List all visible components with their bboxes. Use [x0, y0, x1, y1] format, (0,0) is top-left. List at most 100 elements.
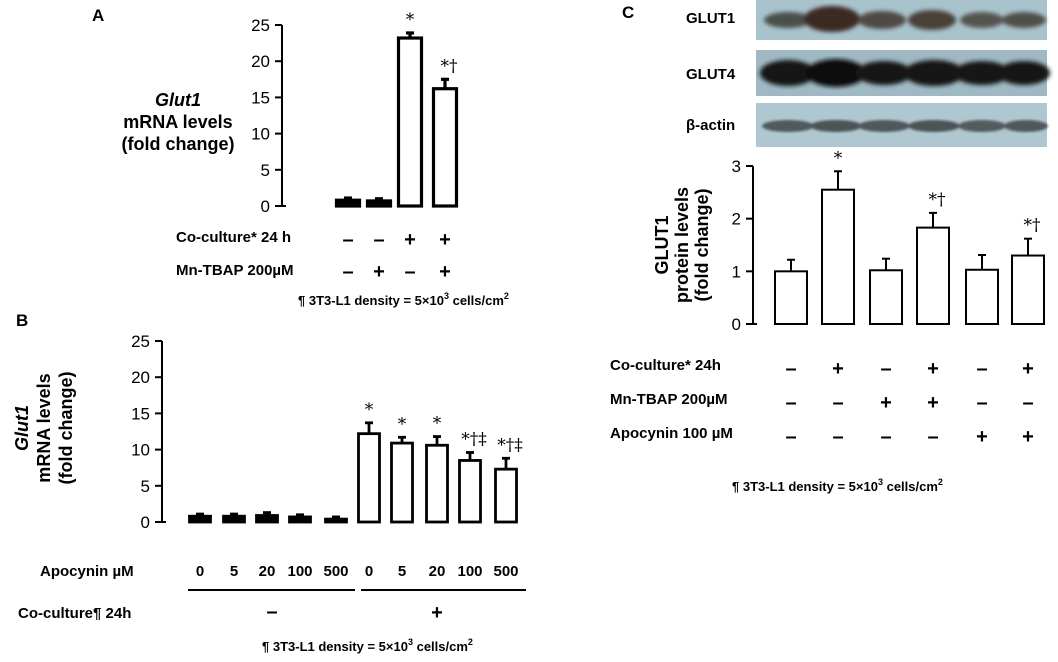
panel-b-group-sign-2: + — [431, 602, 443, 624]
panel-c-condition-sign: + — [927, 392, 939, 414]
panel-a-y-axis: 0 5 10 15 20 25 — [251, 16, 286, 216]
panel-b-y-tick-label: 10 — [131, 441, 150, 460]
panel-a-y-tick-label: 15 — [251, 88, 270, 107]
panel-b-significance-label: *†‡ — [461, 429, 487, 449]
panel-c-bar — [1011, 254, 1045, 326]
panel-b-category-label: 5 — [230, 563, 238, 580]
panel-b-y-tick-label: 25 — [131, 332, 150, 351]
panel-c-y-axis: 0 1 2 3 — [732, 157, 757, 334]
panel-c-bar — [821, 188, 855, 325]
panel-c-condition-sign: – — [976, 358, 987, 380]
panel-b-category-label: 0 — [365, 563, 373, 580]
panel-b-y-tick-label: 0 — [141, 513, 150, 532]
panel-b-bar — [222, 514, 246, 524]
panel-c-condition-sign: + — [832, 358, 844, 380]
panel-a-ylabel: Glut1 mRNA levels (fold change) — [122, 90, 235, 154]
panel-b-bar — [188, 514, 212, 524]
panel-b-category-label: 100 — [287, 563, 312, 580]
panel-a-bar — [334, 198, 362, 208]
panel-b-bar — [324, 517, 348, 524]
panel-b-category-label: 20 — [429, 563, 446, 580]
panel-b-category-label: 20 — [259, 563, 276, 580]
panel-c-y-tick-label: 0 — [732, 315, 741, 334]
panel-b-label: B — [16, 311, 28, 330]
panel-c-ylabel: GLUT1 protein levels (fold change) — [652, 187, 712, 303]
panel-a-condition-sign: + — [404, 229, 416, 251]
panel-c-significance-label: *† — [929, 190, 947, 210]
panel-c-condition-label-2: Mn-TBAP 200µM — [610, 391, 728, 408]
panel-b-category-label: 500 — [493, 563, 518, 580]
panel-b-significance-label: * — [398, 414, 407, 434]
panel-a-ylabel-line-3: (fold change) — [122, 134, 235, 154]
panel-a-y-tick-label: 5 — [261, 161, 270, 180]
panel-c-ylabel-line-1: GLUT1 — [652, 215, 672, 274]
panel-a-bar — [431, 87, 459, 208]
panel-b-coculture-label: Co-culture¶ 24h — [18, 605, 131, 622]
panel-b-significance-label: *†‡ — [497, 435, 523, 455]
panel-c-conditions: Co-culture* 24h Mn-TBAP 200µM Apocynin 1… — [610, 357, 1034, 448]
panel-c-condition-sign: + — [880, 392, 892, 414]
blot-glut1 — [756, 0, 1047, 40]
blot-glut4 — [756, 50, 1050, 96]
panel-c-condition-sign: + — [927, 358, 939, 380]
panel-c-condition-label-3: Apocynin 100 µM — [610, 425, 733, 442]
western-blots: GLUT1 GLUT4 β-actin — [686, 0, 1050, 147]
panel-b-significance-label: * — [365, 400, 374, 420]
panel-a-y-tick-label: 25 — [251, 16, 270, 35]
panel-b-bar — [494, 467, 518, 524]
panel-a-condition-label-2: Mn-TBAP 200µM — [176, 262, 294, 279]
panel-b-density-note: ¶ 3T3-L1 density = 5×103 cells/cm2 — [262, 637, 473, 654]
panel-a-ylabel-line-2: mRNA levels — [123, 112, 232, 132]
panel-b-y-tick-label: 20 — [131, 368, 150, 387]
panel-a-condition-sign: + — [439, 229, 451, 251]
panel-c-bar — [869, 269, 903, 325]
panel-c-condition-sign: + — [976, 426, 988, 448]
panel-a-ylabel-line-1: Glut1 — [155, 90, 201, 110]
panel-a-condition-sign: + — [439, 261, 451, 283]
panel-a-condition-sign: – — [404, 261, 415, 283]
panel-c-density-note: ¶ 3T3-L1 density = 5×103 cells/cm2 — [732, 477, 943, 494]
panel-a-y-tick-label: 20 — [251, 52, 270, 71]
panel-c-condition-sign: + — [1022, 426, 1034, 448]
panel-b-bar — [357, 432, 381, 524]
panel-a-bar — [396, 36, 424, 208]
panel-c-condition-sign: – — [785, 426, 796, 448]
blot-beta-actin — [756, 103, 1048, 147]
panel-a-y-tick-label: 10 — [251, 125, 270, 144]
panel-a-density-note: ¶ 3T3-L1 density = 5×103 cells/cm2 — [298, 291, 509, 308]
panel-c-y-tick-label: 1 — [732, 262, 741, 281]
panel-b-ylabel-line-3: (fold change) — [56, 372, 76, 485]
panel-b-category-labels: 0 5 20 100 500 0 5 20 100 500 — [196, 563, 519, 580]
panel-b-bar — [458, 459, 482, 524]
panel-a-bar — [365, 199, 393, 208]
panel-b-bars: * * * *†‡ *†‡ — [188, 400, 523, 524]
panel-a-bars: * *† — [334, 10, 459, 208]
panel-c-bar — [774, 270, 808, 326]
panel-a-conditions: Co-culture* 24 h Mn-TBAP 200µM – – + +– + – + — [176, 229, 451, 283]
panel-b-bar — [288, 515, 312, 524]
panel-c-bars: * *† *† — [774, 148, 1045, 326]
panel-c-condition-sign: – — [1022, 392, 1033, 414]
panel-b-category-label: 500 — [323, 563, 348, 580]
panel-c-ylabel-line-2: protein levels — [672, 187, 692, 303]
panel-a-condition-label-1: Co-culture* 24 h — [176, 229, 291, 246]
panel-b-significance-label: * — [433, 414, 442, 434]
panel-c-condition-sign: – — [880, 426, 891, 448]
panel-a-condition-sign: – — [373, 229, 384, 251]
panel-a-significance-label: * — [406, 10, 415, 30]
panel-b-category-label: 5 — [398, 563, 406, 580]
panel-a-y-tick-label: 0 — [261, 197, 270, 216]
panel-b-ylabel-line-2: mRNA levels — [34, 373, 54, 482]
panel-c-y-tick-label: 3 — [732, 157, 741, 176]
blot-label-glut1: GLUT1 — [686, 10, 735, 27]
panel-b-category-label: 100 — [457, 563, 482, 580]
panel-b-bar — [390, 441, 414, 524]
panel-c-condition-sign: + — [1022, 358, 1034, 380]
panel-c-condition-sign: – — [785, 358, 796, 380]
panel-b-group-sign-1: – — [266, 601, 277, 623]
panel-c-condition-sign: – — [832, 392, 843, 414]
panel-b-y-tick-label: 15 — [131, 404, 150, 423]
panel-c-bar — [965, 268, 999, 325]
panel-a-condition-sign: – — [342, 229, 353, 251]
